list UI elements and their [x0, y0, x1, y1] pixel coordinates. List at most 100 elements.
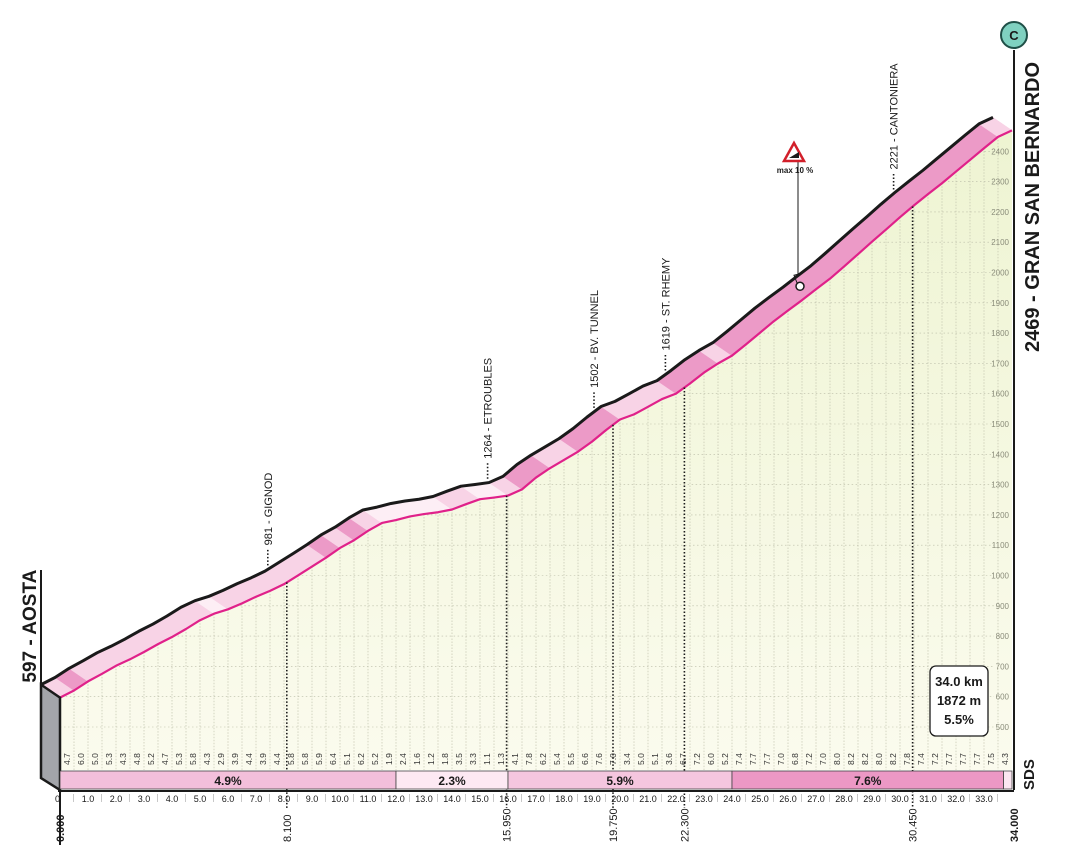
y-tick-label: 1900: [991, 299, 1009, 308]
gradient-label: 1.1: [482, 753, 492, 765]
steep-warning-icon-glyph: [789, 152, 799, 158]
y-tick-label: 2200: [991, 208, 1009, 217]
x-tick-label: 11.0: [360, 794, 377, 804]
gradient-label: 4.7: [62, 753, 72, 765]
gradient-label: 7.8: [524, 753, 534, 765]
poi-label: 1502 - BV. TUNNEL: [589, 290, 601, 388]
x-tick-label: 22.0: [667, 794, 685, 804]
y-tick-label: 1700: [991, 359, 1009, 368]
gradient-label: 5.2: [370, 753, 380, 765]
gradient-label: 7.2: [804, 753, 814, 765]
gradient-label: 7.4: [916, 753, 926, 765]
y-tick-label: 900: [996, 602, 1010, 611]
x-tick-label: 29.0: [863, 794, 881, 804]
gradient-label: 4.3: [1000, 753, 1010, 765]
gradient-label: 3.4: [622, 753, 632, 765]
x-tick-label: 33.0: [975, 794, 993, 804]
poi-distance: 15.950: [502, 808, 514, 842]
gradient-label: 1.6: [412, 753, 422, 765]
section-bar: [1003, 770, 1013, 790]
poi-distance: 8.100: [282, 814, 294, 842]
y-tick-label: 500: [996, 723, 1010, 732]
x-tick-label: 18.0: [555, 794, 573, 804]
x-tick-label: 14.0: [443, 794, 461, 804]
section-gradient-label: 7.6%: [854, 774, 882, 788]
x-tick-label: 20.0: [611, 794, 629, 804]
gradient-label: 5.0: [636, 753, 646, 765]
gradient-label: 4.3: [202, 753, 212, 765]
x-tick-label: 16.0: [499, 794, 517, 804]
x-tick-label: 1.0: [82, 794, 95, 804]
gradient-label: 5.8: [188, 753, 198, 765]
start-wall: [39, 682, 62, 793]
gradient-label: 6.4: [328, 753, 338, 765]
max-gradient-leader: [793, 162, 799, 286]
poi-label: 981 - GIGNOD: [263, 473, 275, 546]
gradient-label: 5.2: [720, 753, 730, 765]
gradient-label: 3.9: [258, 753, 268, 765]
poi-label: 1264 - ETROUBLES: [483, 358, 495, 459]
gradient-label: 8.0: [832, 753, 842, 765]
x-tick-label: 19.0: [583, 794, 601, 804]
poi-distance: 19.750: [608, 808, 620, 842]
gradient-label: 5.3: [104, 753, 114, 765]
gradient-label: 5.0: [90, 753, 100, 765]
start-label: 597 - AOSTA: [20, 569, 41, 682]
gradient-label: 5.8: [300, 753, 310, 765]
gradient-label: 5.5: [566, 753, 576, 765]
max-gradient-point: [795, 281, 805, 292]
gradient-label: 1.2: [426, 753, 436, 765]
y-tick-label: 2300: [991, 178, 1009, 187]
y-tick-label: 1200: [991, 511, 1009, 520]
x-tick-label: 3.0: [138, 794, 151, 804]
x-tick-label: 10.0: [331, 794, 349, 804]
gradient-label: 8.2: [888, 753, 898, 765]
x-tick-label: 15.0: [471, 794, 489, 804]
gradient-label: 8.0: [874, 753, 884, 765]
x-tick-label: 21.0: [639, 794, 657, 804]
x-tick-label: 27.0: [807, 794, 825, 804]
gradient-label: 4.8: [132, 753, 142, 765]
gradient-label: 6.8: [790, 753, 800, 765]
gradient-label: 3.9: [230, 753, 240, 765]
gradient-label: 7.0: [608, 753, 618, 765]
y-tick-label: 2000: [991, 269, 1009, 278]
x-tick-label: 31.0: [919, 794, 937, 804]
x-tick-label: 2.0: [110, 794, 123, 804]
y-tick-label: 2400: [991, 147, 1009, 156]
profile-line: [59, 129, 1013, 699]
gradient-label: 7.8: [902, 753, 912, 765]
gradient-label: 6.0: [76, 753, 86, 765]
gradient-label: 7.7: [958, 753, 968, 765]
poi-distance: 30.450: [908, 808, 920, 842]
gradient-label: 4.7: [160, 753, 170, 765]
y-tick-label: 1000: [991, 572, 1009, 581]
x-tick-label: 9.0: [306, 794, 319, 804]
gradient-label: 7.2: [930, 753, 940, 765]
gradient-label: 8.2: [860, 753, 870, 765]
x-tick-label: 12.0: [387, 794, 405, 804]
gradient-label: 1.9: [384, 753, 394, 765]
gradient-label: 2.9: [216, 753, 226, 765]
summary-gain: 1872 m: [937, 693, 981, 708]
gradient-label: 6.0: [706, 753, 716, 765]
gradient-label: 6.2: [538, 753, 548, 765]
y-tick-label: 800: [996, 632, 1010, 641]
x-tick-label: 28.0: [835, 794, 853, 804]
category-badge: [1000, 21, 1028, 49]
gradient-label: 6.2: [356, 753, 366, 765]
x-tick-label: 25.0: [751, 794, 769, 804]
y-tick-label: 1600: [991, 390, 1009, 399]
summary-length: 34.0 km: [935, 674, 983, 689]
y-tick-label: 2100: [991, 238, 1009, 247]
y-tick-label: 1800: [991, 329, 1009, 338]
gradient-label: 7.7: [972, 753, 982, 765]
x-tick-label: 13.0: [415, 794, 433, 804]
poi-label: 2221 - CANTONIERA: [889, 63, 901, 170]
gradient-label: 6.6: [580, 753, 590, 765]
gradient-label: 7.7: [944, 753, 954, 765]
poi-distance: 22.300: [679, 808, 691, 842]
x-tick-label: 0: [55, 794, 60, 804]
gradient-label: 5.1: [650, 753, 660, 765]
